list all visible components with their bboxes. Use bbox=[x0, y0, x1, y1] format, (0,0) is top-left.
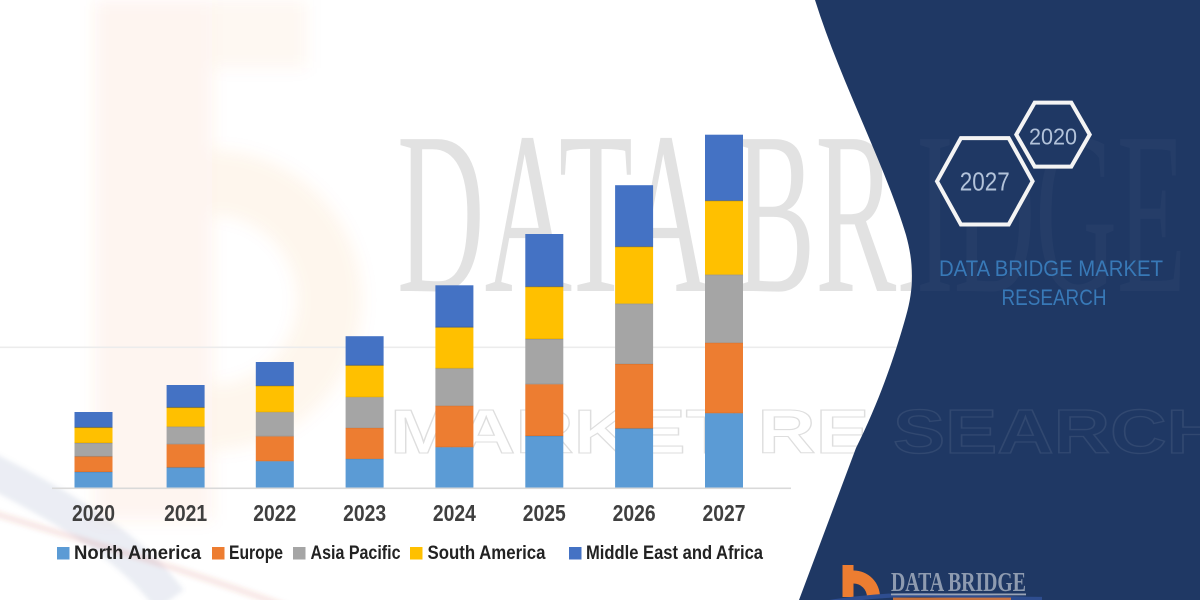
svg-text:2023: 2023 bbox=[343, 500, 386, 526]
svg-text:Asia Pacific: Asia Pacific bbox=[311, 543, 401, 564]
svg-text:2020: 2020 bbox=[1029, 124, 1077, 150]
svg-text:2020: 2020 bbox=[72, 500, 115, 526]
svg-text:DATA BRIDGE MARKET: DATA BRIDGE MARKET bbox=[939, 256, 1163, 281]
svg-text:North America: North America bbox=[74, 543, 201, 564]
svg-text:2022: 2022 bbox=[253, 500, 296, 526]
svg-text:2027: 2027 bbox=[960, 167, 1010, 197]
svg-text:DATA BRIDGE: DATA BRIDGE bbox=[891, 567, 1026, 597]
svg-text:2026: 2026 bbox=[613, 500, 656, 526]
svg-text:Europe: Europe bbox=[229, 543, 283, 564]
svg-text:2025: 2025 bbox=[523, 500, 566, 526]
svg-text:South America: South America bbox=[428, 543, 546, 564]
svg-text:SEARCH: SEARCH bbox=[893, 398, 1200, 467]
svg-text:2027: 2027 bbox=[703, 500, 746, 526]
svg-text:RESEARCH: RESEARCH bbox=[1002, 285, 1107, 310]
svg-text:2024: 2024 bbox=[433, 500, 476, 526]
svg-text:Middle East and Africa: Middle East and Africa bbox=[586, 543, 763, 564]
svg-text:2021: 2021 bbox=[164, 500, 207, 526]
